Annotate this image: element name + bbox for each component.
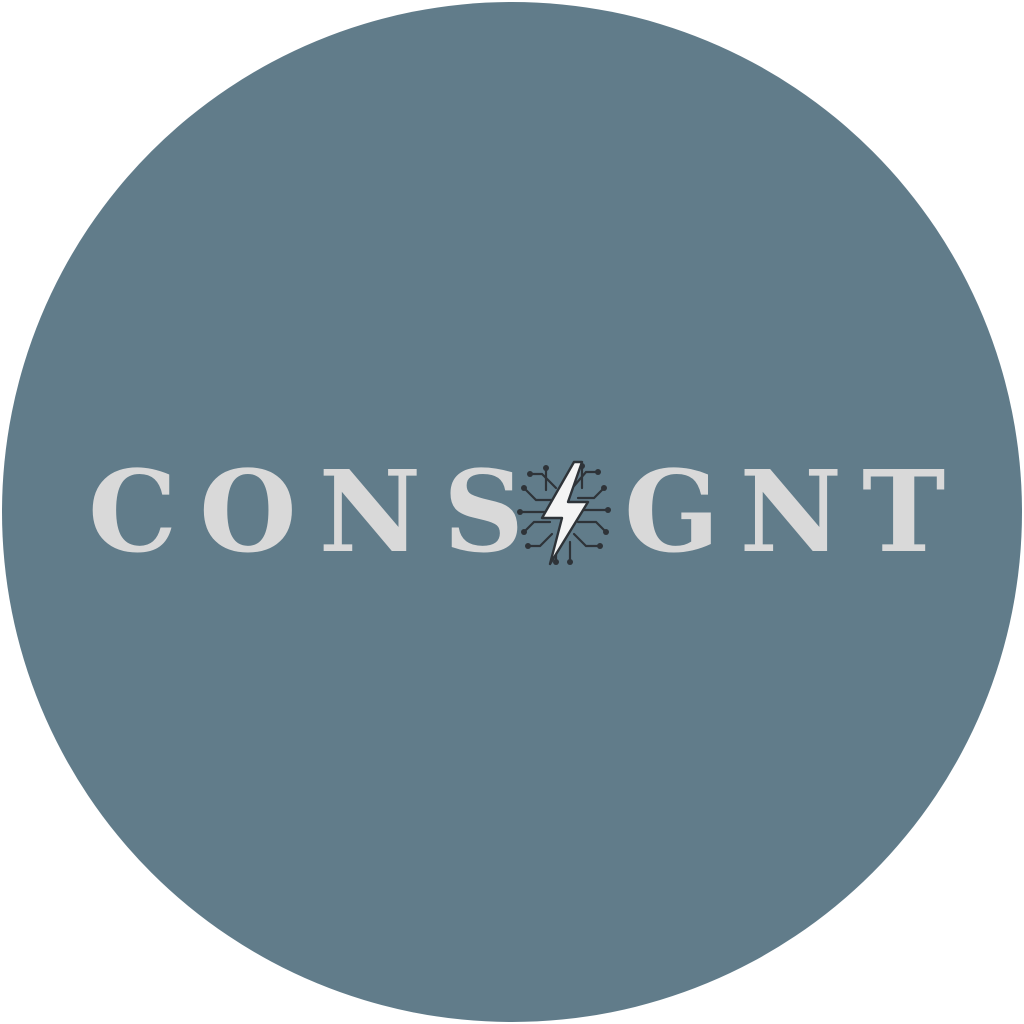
lightning-circuit-icon bbox=[517, 460, 611, 566]
logo-wordmark: CONS bbox=[0, 452, 1024, 574]
wordmark-right: GNT bbox=[624, 447, 966, 578]
wordmark-left: CONS bbox=[88, 447, 546, 578]
